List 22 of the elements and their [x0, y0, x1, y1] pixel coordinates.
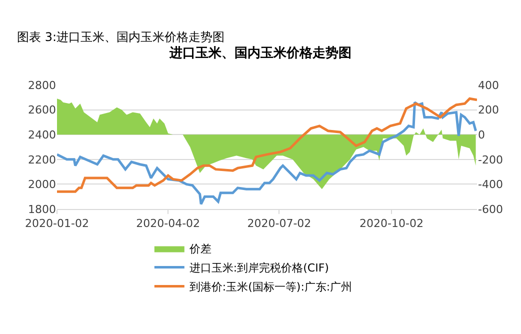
y2-tick-label: -200	[478, 153, 503, 166]
y2-tick-label: -600	[478, 202, 503, 216]
y-tick-label: 2000	[28, 178, 56, 192]
x-tick-label: 2020-07-02	[247, 217, 312, 230]
y-tick-label: 2200	[28, 153, 56, 166]
y-tick-label: 2400	[28, 128, 56, 142]
x-tick-label: 2020-10-02	[360, 217, 424, 230]
y2-tick-label: 200	[478, 104, 499, 117]
legend-label: 价差	[188, 242, 212, 256]
chart-title: 进口玉米、国内玉米价格走势图	[168, 45, 352, 62]
x-tick-label: 2020-01-02	[25, 217, 89, 230]
legend-label: 到港价:玉米(国标一等):广东:广州	[189, 280, 352, 294]
line-series	[57, 101, 477, 206]
y-tick-label: 2600	[28, 104, 56, 117]
y2-tick-label: -400	[478, 178, 503, 192]
x-tick-label: 2020-04-02	[136, 217, 200, 230]
text: 图表 3:进口玉米、国内玉米价格走势图	[17, 30, 224, 44]
legend-label: 进口玉米:到岸完税价格(CIF)	[189, 262, 329, 275]
y-tick-label: 2800	[28, 78, 56, 92]
y2-tick-label: 400	[478, 78, 499, 92]
y2-tick-label: 0	[478, 128, 485, 142]
y-tick-label: 1800	[28, 202, 56, 216]
